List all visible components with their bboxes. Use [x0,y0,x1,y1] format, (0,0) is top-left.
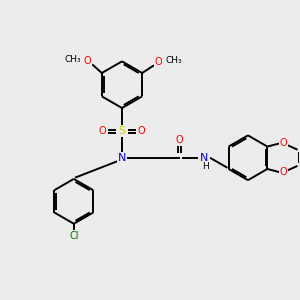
Text: CH₃: CH₃ [64,56,81,64]
Text: O: O [280,167,287,177]
Text: S: S [118,126,126,136]
Text: O: O [137,126,145,136]
Text: CH₃: CH₃ [165,56,181,65]
Text: H: H [202,162,209,171]
Text: N: N [118,153,126,163]
Text: O: O [176,135,183,145]
Text: O: O [99,126,106,136]
Text: O: O [84,56,92,66]
Text: N: N [200,153,208,163]
Text: O: O [280,139,287,148]
Text: O: O [154,57,162,67]
Text: Cl: Cl [69,230,79,241]
